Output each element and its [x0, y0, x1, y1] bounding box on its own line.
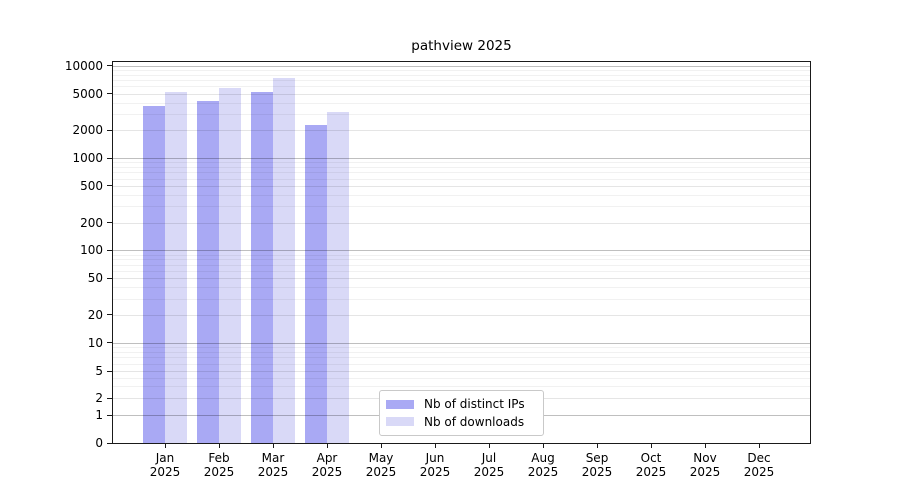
bar-jan-2025-nb-of-downloads	[165, 91, 187, 443]
x-tick-mark	[273, 443, 274, 448]
y-tick-label-10000: 10000	[64, 58, 103, 73]
plot-area: Nb of distinct IPs Nb of downloads	[112, 61, 811, 444]
bar-apr-2025-nb-of-distinct-ips	[305, 124, 327, 443]
x-tick-mark	[219, 443, 220, 448]
y-tick-mark	[107, 277, 113, 279]
x-tick-mark	[327, 443, 328, 448]
x-tick-label-mar-2025: Mar 2025	[257, 451, 289, 479]
y-tick-label-5: 5	[95, 364, 103, 378]
y-tick-mark	[107, 93, 113, 95]
y-tick-label-50: 50	[87, 271, 103, 286]
bar-mar-2025-nb-of-downloads	[273, 78, 295, 443]
y-tick-mark	[107, 249, 113, 251]
gridline-6000	[113, 86, 810, 88]
x-tick-mark	[489, 443, 490, 448]
x-tick-label-jul-2025: Jul 2025	[473, 451, 505, 479]
legend-row-distinct-ips: Nb of distinct IPs	[386, 397, 539, 411]
x-tick-mark	[759, 443, 760, 448]
bar-jan-2025-nb-of-distinct-ips	[143, 105, 165, 443]
y-tick-label-0: 0	[95, 436, 103, 450]
y-tick-label-1: 1	[95, 408, 103, 422]
y-tick-mark	[107, 397, 113, 399]
y-tick-mark	[107, 370, 113, 372]
x-tick-label-jun-2025: Jun 2025	[419, 451, 451, 479]
y-tick-label-5000: 5000	[72, 86, 103, 101]
x-tick-mark	[165, 443, 166, 448]
y-tick-mark	[107, 185, 113, 187]
x-tick-label-aug-2025: Aug 2025	[527, 451, 559, 479]
gridline-5000	[113, 93, 810, 95]
y-tick-mark	[107, 157, 113, 159]
y-tick-label-200: 200	[80, 215, 103, 230]
y-tick-label-2000: 2000	[72, 123, 103, 138]
gridline-7000	[113, 80, 810, 82]
x-tick-mark	[651, 443, 652, 448]
bar-mar-2025-nb-of-distinct-ips	[251, 92, 273, 443]
x-tick-mark	[705, 443, 706, 448]
legend-swatch-distinct-ips-icon	[386, 399, 414, 409]
legend-label-distinct-ips: Nb of distinct IPs	[424, 397, 525, 412]
x-tick-label-nov-2025: Nov 2025	[689, 451, 721, 479]
gridline-8000	[113, 74, 810, 76]
legend-swatch-downloads-icon	[386, 417, 414, 427]
y-tick-mark	[107, 414, 113, 416]
x-tick-label-jan-2025: Jan 2025	[149, 451, 181, 479]
legend-label-downloads: Nb of downloads	[424, 414, 525, 429]
y-tick-mark	[107, 129, 113, 131]
y-tick-label-2: 2	[95, 391, 103, 405]
y-tick-label-500: 500	[80, 178, 103, 193]
bar-apr-2025-nb-of-downloads	[327, 112, 349, 443]
y-tick-mark	[107, 342, 113, 344]
y-tick-label-20: 20	[87, 307, 103, 322]
x-tick-label-apr-2025: Apr 2025	[311, 451, 343, 479]
y-tick-label-1000: 1000	[72, 151, 103, 166]
x-tick-label-feb-2025: Feb 2025	[203, 451, 235, 479]
y-tick-label-100: 100	[80, 243, 103, 258]
x-tick-mark	[381, 443, 382, 448]
y-tick-mark	[107, 65, 113, 67]
x-tick-mark	[435, 443, 436, 448]
y-tick-label-10: 10	[87, 335, 103, 350]
bar-feb-2025-nb-of-downloads	[219, 87, 241, 443]
legend-row-downloads: Nb of downloads	[386, 415, 539, 429]
x-tick-mark	[597, 443, 598, 448]
x-tick-label-sep-2025: Sep 2025	[581, 451, 613, 479]
legend: Nb of distinct IPs Nb of downloads	[379, 390, 544, 436]
y-tick-mark	[107, 442, 113, 444]
x-tick-label-oct-2025: Oct 2025	[635, 451, 667, 479]
bar-feb-2025-nb-of-distinct-ips	[197, 101, 219, 443]
x-tick-mark	[543, 443, 544, 448]
y-tick-mark	[107, 314, 113, 316]
x-tick-label-dec-2025: Dec 2025	[743, 451, 775, 479]
x-tick-label-may-2025: May 2025	[365, 451, 397, 479]
gridline-9000	[113, 70, 810, 72]
y-tick-mark	[107, 222, 113, 224]
gridline-10000	[113, 65, 810, 67]
chart-title: pathview 2025	[411, 38, 512, 54]
